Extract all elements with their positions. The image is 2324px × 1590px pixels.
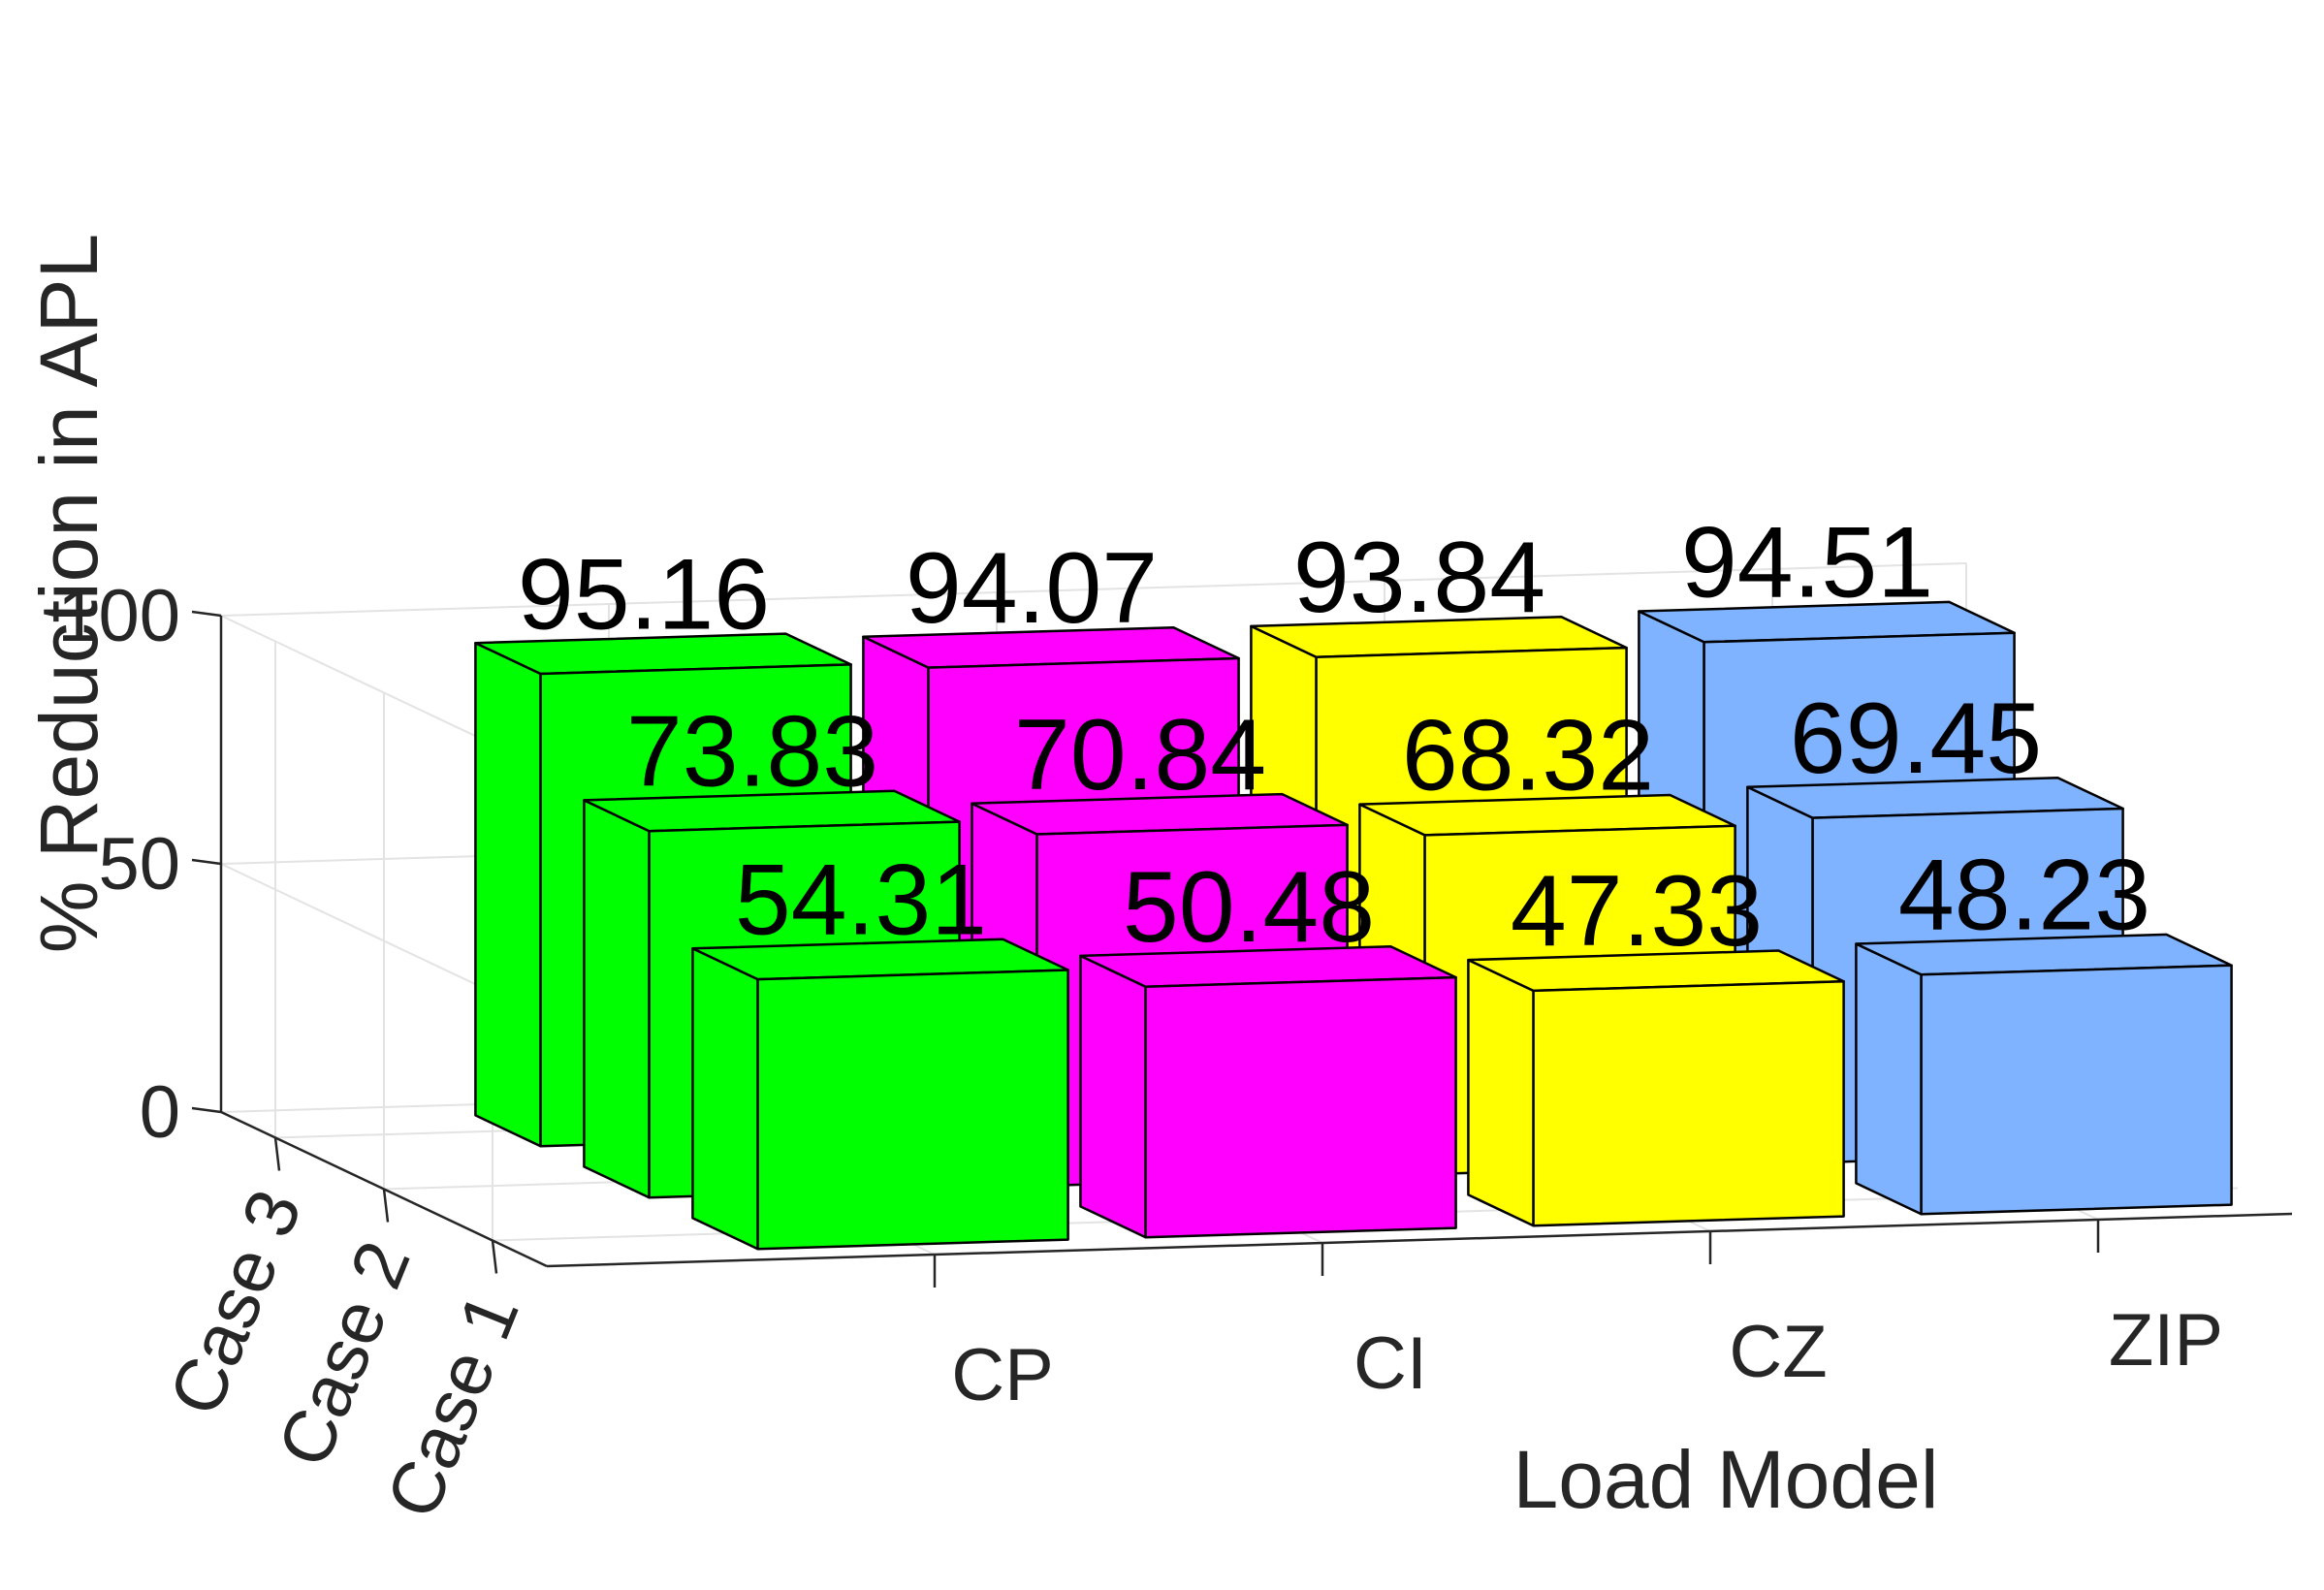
z-tick (191, 858, 222, 866)
z-tick-label: 100 (57, 575, 180, 657)
axes (191, 610, 2293, 1288)
bar-side-face (691, 947, 759, 1251)
bar (1855, 933, 2233, 1216)
bar-front-face (1144, 975, 1457, 1239)
bar-side-face (1079, 954, 1147, 1239)
data-label: 93.84 (1293, 522, 1545, 634)
data-label: 50.48 (1123, 851, 1375, 964)
z-tick-label: 0 (140, 1071, 180, 1154)
bar (1467, 949, 1845, 1227)
depth-tick (273, 1137, 281, 1171)
x-tick-label: CP (951, 1334, 1054, 1416)
x-axis-line (546, 1212, 2293, 1268)
bar (691, 938, 1069, 1251)
bar-front-face (756, 969, 1069, 1251)
bars (474, 600, 2233, 1251)
depth-tick (491, 1240, 498, 1274)
bar-side-face (1467, 958, 1535, 1227)
data-labels: 95.16 94.07 93.84 94.51 73.83 70.84 68.32 69.45… (518, 507, 2150, 969)
data-label: 54.31 (735, 843, 987, 956)
depth-tick (382, 1189, 390, 1223)
data-label: 69.45 (1790, 683, 2042, 795)
y-axis-label: % Reduction in APL (23, 234, 114, 953)
data-label: 94.07 (906, 532, 1158, 645)
z-grid-line (220, 562, 1967, 617)
x-tick-label: ZIP (2109, 1299, 2223, 1382)
bar-side-face (1855, 942, 1923, 1216)
bar-side-face (474, 641, 542, 1148)
bar-front-face (1532, 980, 1845, 1227)
z-tick-label: 50 (98, 823, 180, 906)
data-label: 48.23 (1898, 840, 2150, 952)
bar-front-face (1920, 964, 2233, 1216)
bar-side-face (583, 799, 651, 1199)
z-tick (191, 610, 222, 618)
data-label: 47.33 (1511, 855, 1763, 968)
bar (1079, 945, 1457, 1239)
data-label: 70.84 (1014, 699, 1266, 811)
x-tick-label: CZ (1729, 1311, 1827, 1393)
data-label: 95.16 (518, 538, 770, 651)
z-tick (191, 1106, 222, 1114)
data-label: 94.51 (1681, 507, 1933, 620)
x-tick-label: CI (1353, 1322, 1427, 1405)
x-axis-label: Load Model (1513, 1434, 1939, 1525)
data-label: 68.32 (1402, 700, 1654, 812)
data-label: 73.83 (626, 696, 878, 809)
